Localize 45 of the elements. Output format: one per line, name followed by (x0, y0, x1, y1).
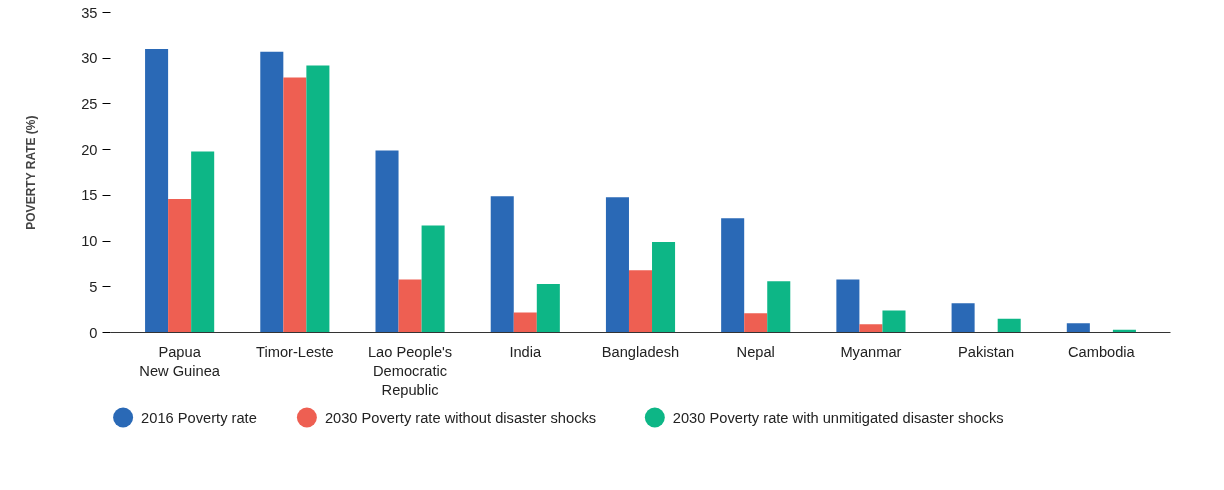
x-tick-label: Timor-Leste (256, 343, 334, 360)
y-tick-label: 35 (81, 4, 98, 21)
bar (145, 49, 169, 333)
bar (721, 218, 745, 333)
y-tick-label: 15 (81, 187, 98, 204)
bar (951, 303, 975, 333)
y-tick-label: 20 (81, 141, 98, 158)
bar (836, 279, 860, 333)
y-tick-label: 25 (81, 95, 98, 112)
bar (306, 65, 330, 333)
x-tick-label: Pakistan (958, 343, 1015, 360)
legend-label: 2030 Poverty rate without disaster shocks (324, 409, 597, 426)
bar (1066, 323, 1090, 333)
y-tick-label: 30 (81, 50, 98, 67)
y-tick-label: 0 (89, 324, 98, 341)
legend-label: 2030 Poverty rate with unmitigated disaster shocks (672, 409, 1004, 426)
bar (260, 51, 284, 333)
bar (191, 151, 215, 333)
bar (882, 310, 906, 333)
y-tick-label: 5 (89, 278, 98, 295)
bar (398, 279, 422, 333)
x-tick-label: Bangladesh (601, 343, 680, 360)
bar (605, 197, 629, 333)
bar (421, 225, 445, 333)
x-tick-label: Papua New Guinea (139, 343, 221, 379)
bar (490, 196, 514, 333)
x-tick-label: Nepal (736, 343, 775, 360)
bar (767, 281, 791, 333)
y-axis-title: POVERTY RATE (%) (24, 115, 39, 230)
x-tick-label: Lao People's Democratic Republic (367, 343, 453, 398)
x-tick-label: India (509, 343, 543, 360)
legend-label: 2016 Poverty rate (141, 409, 257, 426)
bar (652, 241, 676, 333)
bar (997, 318, 1021, 333)
y-tick-label: 10 (81, 233, 98, 250)
bar (168, 199, 192, 333)
bar (628, 270, 653, 333)
x-tick-label: Cambodia (1067, 343, 1136, 360)
bar (375, 150, 399, 333)
bar (859, 324, 883, 333)
bar (283, 77, 307, 333)
bar (744, 313, 768, 333)
bar (513, 312, 537, 333)
x-tick-label: Myanmar (840, 343, 902, 360)
bar (536, 284, 560, 333)
